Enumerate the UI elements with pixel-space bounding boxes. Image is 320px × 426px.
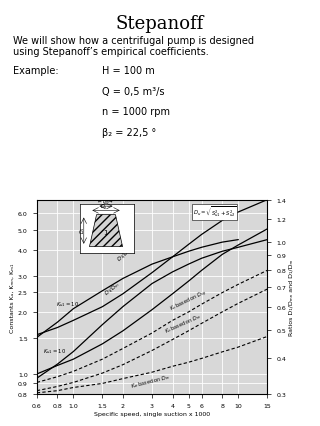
- Text: Q = 0,5 m³/s: Q = 0,5 m³/s: [102, 86, 165, 96]
- Text: Example:: Example:: [13, 66, 59, 76]
- Text: $K_{u1}=10$: $K_{u1}=10$: [43, 346, 66, 355]
- Text: $K_w$ based on $D_m$: $K_w$ based on $D_m$: [130, 371, 171, 390]
- Polygon shape: [90, 215, 123, 247]
- Text: β₂ = 22,5 °: β₂ = 22,5 °: [102, 127, 157, 137]
- Text: $D_1$: $D_1$: [78, 226, 87, 234]
- Y-axis label: Ratios D₁/Dₘₙ and D₁/Dₘ: Ratios D₁/Dₘₙ and D₁/Dₘ: [289, 259, 294, 335]
- Text: H = 100 m: H = 100 m: [102, 66, 155, 76]
- Text: Stepanoff: Stepanoff: [116, 15, 204, 33]
- Text: We will show how a centrifugal pump is designed: We will show how a centrifugal pump is d…: [13, 36, 254, 46]
- Text: $K_{u1}=10$: $K_{u1}=10$: [56, 300, 79, 308]
- Text: $K_s$ based on $D_{sp}$: $K_s$ based on $D_{sp}$: [169, 287, 209, 314]
- Text: $D_1/D_u$: $D_1/D_u$: [116, 246, 134, 264]
- Text: $\leftarrow D_m\rightarrow$: $\leftarrow D_m\rightarrow$: [97, 198, 115, 206]
- Text: $K_s$ based on $D_m$: $K_s$ based on $D_m$: [163, 311, 203, 335]
- Text: 1: 1: [103, 229, 107, 235]
- Text: n = 1000 rpm: n = 1000 rpm: [102, 107, 171, 117]
- Text: $D_1/D_m$: $D_1/D_m$: [102, 279, 122, 297]
- Text: $D_u$—: $D_u$—: [100, 201, 112, 210]
- Y-axis label: Constants Kᵤ, Kₘₙ, Kₘ₁: Constants Kᵤ, Kₘₙ, Kₘ₁: [10, 262, 15, 332]
- Text: using Stepanoff’s empirical coefficients.: using Stepanoff’s empirical coefficients…: [13, 47, 209, 57]
- X-axis label: Specific speed, single suction x 1000: Specific speed, single suction x 1000: [94, 411, 210, 416]
- Text: $D_u=\sqrt{S_{u1}^2+S_{u2}^2}$: $D_u=\sqrt{S_{u1}^2+S_{u2}^2}$: [193, 205, 236, 219]
